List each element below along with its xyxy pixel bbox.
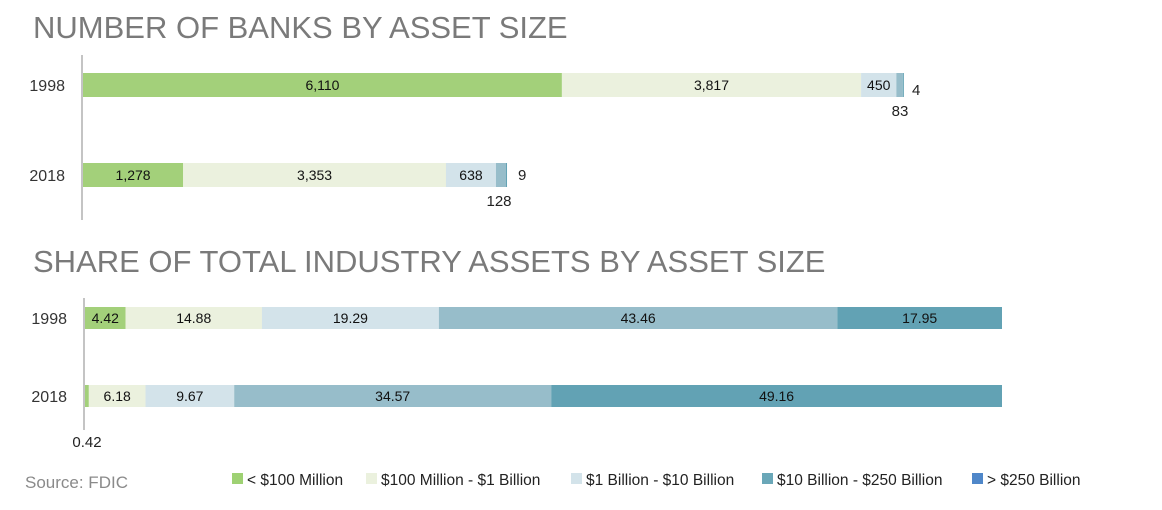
- legend-label: < $100 Million: [247, 472, 343, 489]
- chart-2-bar-segment: [125, 307, 262, 329]
- chart-1-data-label: 9: [518, 167, 526, 184]
- chart-1-title: NUMBER OF BANKS BY ASSET SIZE: [33, 10, 568, 45]
- chart-2-data-label: 34.57: [375, 388, 410, 404]
- chart-2-data-label: 43.46: [621, 310, 656, 326]
- chart-1-bar-segment: [83, 163, 184, 187]
- legend-label: $10 Billion - $250 Billion: [777, 472, 942, 489]
- chart-2-category-label: 2018: [31, 389, 67, 406]
- chart-2-bar-segment: [234, 385, 552, 407]
- legend-swatch: [366, 473, 377, 484]
- chart-2-bar-segment: [438, 307, 838, 329]
- chart-1-data-label: 3,353: [297, 167, 332, 183]
- chart-1-bar-segment: [902, 73, 904, 97]
- chart-2-bar-segment: [88, 385, 146, 407]
- chart-2-data-label: 14.88: [176, 310, 211, 326]
- legend-label: > $250 Billion: [987, 472, 1081, 489]
- chart-2-bar-segment: [261, 307, 439, 329]
- chart-1-data-label: 450: [867, 77, 891, 93]
- chart-1-data-label: 6,110: [305, 77, 339, 93]
- legend-swatch: [972, 473, 983, 484]
- chart-1-bar-segment: [506, 163, 508, 187]
- chart-2-data-label: 17.95: [902, 310, 937, 326]
- chart-2-data-label: 6.18: [104, 388, 131, 404]
- chart-2-category-label: 1998: [31, 311, 67, 328]
- chart-2-bar-segment: [551, 385, 1002, 407]
- chart-2-data-label: 0.42: [72, 434, 101, 451]
- chart-2-data-label: 19.29: [333, 310, 368, 326]
- chart-1-data-label: 83: [892, 103, 909, 120]
- legend-swatch: [232, 473, 243, 484]
- chart-1-category-label: 2018: [29, 168, 65, 185]
- chart-1-bar-segment: [495, 163, 507, 187]
- chart-1-bar-segment: [183, 163, 446, 187]
- chart-1-data-label: 638: [459, 167, 483, 183]
- legend-label: $100 Million - $1 Billion: [381, 472, 540, 489]
- chart-2-bar-segment: [837, 307, 1002, 329]
- chart-1-data-label: 3,817: [694, 77, 729, 93]
- chart-1-bar-segment: [83, 73, 562, 97]
- chart-1-data-label: 4: [912, 82, 920, 99]
- chart-2-bar-segment: [85, 307, 126, 329]
- source-note: Source: FDIC: [25, 473, 128, 492]
- chart-1-bar-segment: [561, 73, 862, 97]
- chart-2-data-label: 9.67: [176, 388, 203, 404]
- chart-2-title: SHARE OF TOTAL INDUSTRY ASSETS BY ASSET …: [33, 244, 825, 279]
- chart-2-data-label: 49.16: [759, 388, 794, 404]
- chart-2-bar-segment: [145, 385, 235, 407]
- chart-1-bar-segment: [861, 73, 897, 97]
- chart-1-data-label: 1,278: [116, 167, 151, 183]
- legend: < $100 Million $100 Million - $1 Billion $…: [232, 472, 1081, 489]
- chart-2-bar-segment: [85, 385, 89, 407]
- chart-2-data-label: 4.42: [92, 310, 119, 326]
- chart-1-bar-segment: [445, 163, 496, 187]
- legend-swatch: [762, 473, 773, 484]
- chart-1-category-label: 1998: [29, 78, 65, 95]
- chart-1-data-label: 128: [486, 193, 511, 210]
- legend-label: $1 Billion - $10 Billion: [586, 472, 734, 489]
- legend-swatch: [571, 473, 582, 484]
- chart-1-bar-segment: [896, 73, 903, 97]
